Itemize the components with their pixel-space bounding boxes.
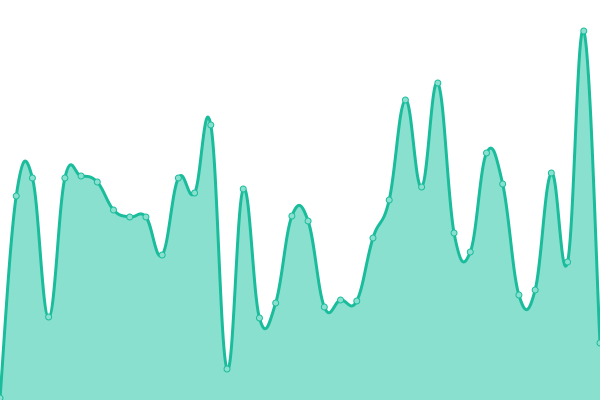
- data-point: [466, 248, 474, 256]
- data-point: [304, 217, 312, 225]
- data-point: [385, 196, 393, 204]
- data-point: [434, 79, 442, 87]
- data-point: [239, 185, 247, 193]
- data-point: [191, 189, 199, 197]
- data-point: [0, 394, 4, 400]
- data-point: [499, 180, 507, 188]
- data-point: [61, 174, 69, 182]
- data-point: [158, 251, 166, 259]
- data-point: [45, 313, 53, 321]
- data-point: [255, 314, 263, 322]
- data-point: [272, 299, 280, 307]
- data-point: [77, 172, 85, 180]
- data-point: [93, 178, 101, 186]
- data-point: [207, 121, 215, 129]
- data-point: [450, 229, 458, 237]
- data-point: [580, 27, 588, 35]
- data-point: [531, 286, 539, 294]
- data-point: [564, 258, 572, 266]
- data-point: [515, 291, 523, 299]
- data-points: [0, 27, 600, 400]
- data-point: [223, 365, 231, 373]
- data-point: [482, 149, 490, 157]
- data-point: [28, 174, 36, 182]
- data-point: [596, 339, 600, 347]
- data-point: [337, 296, 345, 304]
- data-point: [288, 212, 296, 220]
- data-point: [174, 174, 182, 182]
- data-point: [12, 192, 20, 200]
- data-point: [547, 169, 555, 177]
- data-point: [320, 303, 328, 311]
- data-point: [401, 96, 409, 104]
- area-fill: [0, 30, 600, 400]
- data-point: [126, 213, 134, 221]
- data-point: [110, 206, 118, 214]
- data-point: [353, 297, 361, 305]
- data-point: [418, 183, 426, 191]
- data-point: [369, 234, 377, 242]
- data-point: [142, 213, 150, 221]
